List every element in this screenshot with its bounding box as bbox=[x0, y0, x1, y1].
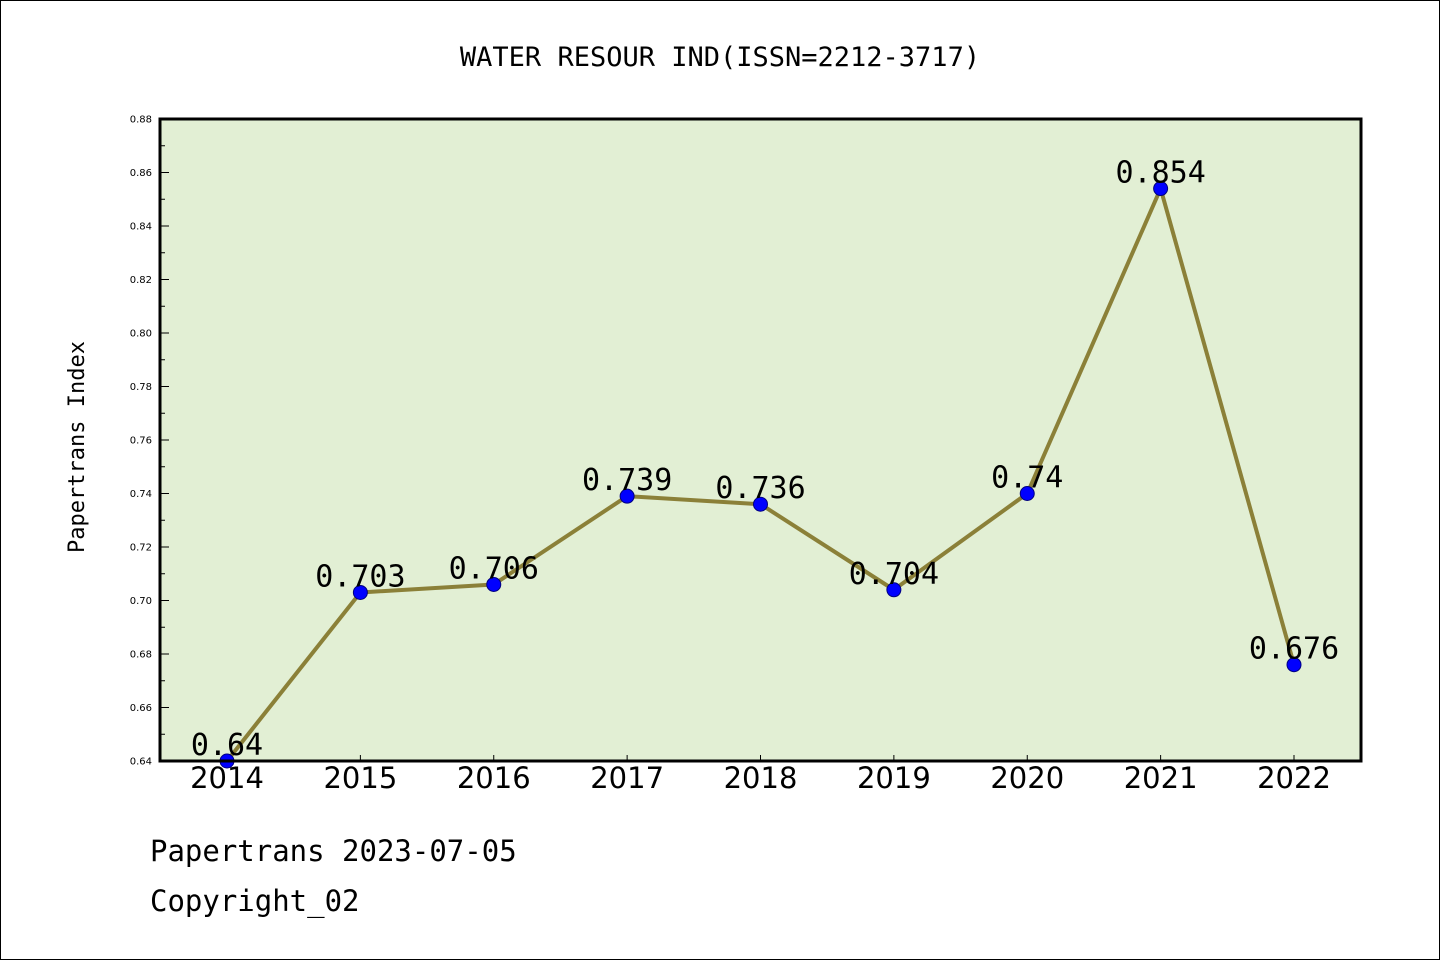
data-point bbox=[486, 576, 502, 592]
y-axis-ticks: 0.64 0.66 0.68 0.70 0.72 0.74 0.76 0.78 0.80 0.82… bbox=[130, 115, 169, 768]
y-tick-label: 0.78 bbox=[130, 382, 152, 393]
x-tick-label: 2019 bbox=[857, 761, 931, 795]
y-tick-label: 0.86 bbox=[130, 168, 152, 179]
plot-area bbox=[160, 119, 1361, 761]
y-tick-label: 0.88 bbox=[130, 115, 152, 126]
y-tick-label: 0.82 bbox=[130, 275, 152, 286]
data-point bbox=[619, 488, 635, 504]
y-tick-label: 0.84 bbox=[130, 222, 152, 233]
footer-date: Papertrans 2023-07-05 bbox=[150, 834, 517, 868]
y-tick-label: 0.80 bbox=[130, 329, 152, 340]
data-label: 0.854 bbox=[1115, 156, 1205, 191]
x-tick-label: 2018 bbox=[724, 761, 798, 795]
x-tick-label: 2016 bbox=[457, 761, 531, 795]
y-axis-label: Papertrans Index bbox=[65, 341, 90, 553]
y-tick-label: 0.74 bbox=[130, 489, 152, 500]
data-label: 0.703 bbox=[315, 559, 405, 594]
data-label: 0.704 bbox=[849, 557, 939, 592]
data-label: 0.739 bbox=[582, 463, 672, 498]
x-tick-label: 2020 bbox=[990, 761, 1064, 795]
data-label: 0.64 bbox=[191, 728, 263, 763]
data-point bbox=[1019, 486, 1035, 501]
data-markers bbox=[219, 181, 1302, 769]
x-tick-label: 2021 bbox=[1124, 761, 1198, 795]
data-point bbox=[753, 496, 768, 512]
y-tick-label: 0.64 bbox=[130, 757, 152, 768]
data-label: 0.74 bbox=[991, 461, 1063, 496]
x-tick-label: 2022 bbox=[1257, 761, 1331, 795]
y-tick-label: 0.68 bbox=[130, 650, 152, 661]
x-tick-label: 2015 bbox=[323, 761, 397, 795]
data-label: 0.736 bbox=[715, 471, 805, 506]
footer-copyright: Copyright_02 bbox=[150, 884, 360, 918]
y-tick-label: 0.72 bbox=[130, 543, 152, 554]
y-tick-label: 0.66 bbox=[130, 703, 152, 714]
data-labels: 0.64 0.703 0.706 0.739 0.736 0.704 0.74 0.854 0.… bbox=[191, 156, 1339, 763]
data-label: 0.676 bbox=[1249, 632, 1339, 667]
x-tick-label: 2017 bbox=[590, 761, 664, 795]
y-tick-label: 0.70 bbox=[130, 596, 152, 607]
data-point bbox=[1286, 657, 1302, 673]
chart-title: WATER RESOUR IND(ISSN=2212-3717) bbox=[460, 42, 980, 73]
data-point bbox=[886, 582, 902, 598]
y-tick-label: 0.76 bbox=[130, 436, 152, 447]
x-axis-ticks: 2014 2015 2016 2017 2018 2019 2020 2021 2022 bbox=[190, 755, 1331, 795]
data-label: 0.706 bbox=[449, 551, 539, 586]
data-point bbox=[1153, 181, 1169, 197]
plot-border bbox=[158, 117, 1363, 763]
data-point bbox=[352, 584, 368, 600]
